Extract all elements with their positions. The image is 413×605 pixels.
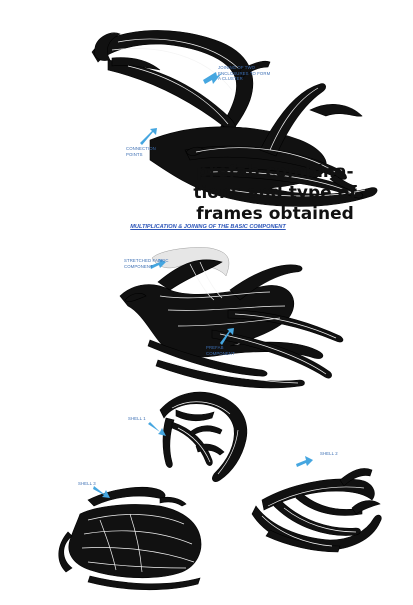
section-subtitle: MULTIPLICATION & JOINING OF THE BASIC CO… xyxy=(130,224,286,230)
shell-3-frame xyxy=(58,486,202,591)
arrow-connection-icon xyxy=(140,128,157,145)
shell-1-label: SHELL 1 xyxy=(128,416,146,421)
arrow-stretch-icon xyxy=(150,259,166,269)
arrow-prefab-icon xyxy=(220,328,234,345)
page-title: prefab combina- tions and type of frames… xyxy=(193,162,357,224)
annotation-joining: JOINING OF TWO ENCLOSURES TO FORM A CLUS… xyxy=(218,65,271,82)
top-cluster-frame xyxy=(91,30,378,207)
arrow-shell-2-icon xyxy=(296,456,313,467)
middle-component-frame xyxy=(119,247,344,389)
arrow-joining-icon xyxy=(203,72,222,84)
arrow-shell-3-icon xyxy=(93,486,110,498)
shell-2-label: SHELL 2 xyxy=(320,451,338,456)
arrow-shell-1-icon xyxy=(148,422,166,436)
shell-3-label: SHELL 3 xyxy=(78,481,96,486)
annotation-connection-points: CONNECTION POINTS xyxy=(126,146,156,157)
shell-2-frame xyxy=(251,468,382,553)
annotation-stretched-fabric: STRETCHED FABRIC COMPONENT xyxy=(124,258,169,269)
annotation-prefab-component: PREFAB COMPONENT xyxy=(206,345,235,356)
shell-1-frame xyxy=(159,391,248,482)
